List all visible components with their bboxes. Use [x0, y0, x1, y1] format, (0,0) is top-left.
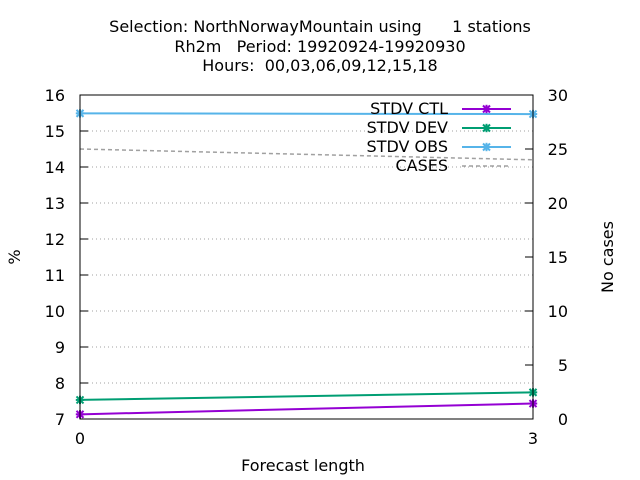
y-tick-label: 12 [45, 230, 65, 249]
x-axis-label: Forecast length [241, 456, 365, 475]
y2-tick-label: 10 [548, 302, 568, 321]
y-tick-label: 11 [45, 266, 65, 285]
y-tick-label: 15 [45, 122, 65, 141]
series-layer [75, 109, 538, 419]
y2-tick-label: 15 [548, 248, 568, 267]
legend-label: CASES [395, 156, 448, 175]
series-line-1 [79, 391, 534, 401]
series-line-3 [79, 148, 534, 161]
y-tick-label: 7 [55, 410, 65, 429]
chart-title-line-1: Selection: NorthNorwayMountain using 1 s… [109, 17, 531, 36]
y2-tick-label: 20 [548, 194, 568, 213]
y2-tick-label: 5 [558, 356, 568, 375]
legend-marker [482, 142, 491, 152]
x-tick-label: 0 [75, 429, 85, 448]
legend-marker [482, 123, 491, 133]
series-line-2 [79, 112, 534, 116]
y2-tick-label: 0 [558, 410, 568, 429]
legend-label: STDV DEV [367, 118, 448, 137]
y2-tick-label: 30 [548, 86, 568, 105]
grid-lines [80, 130, 533, 384]
y-tick-label: 9 [55, 338, 65, 357]
legend-marker [482, 104, 491, 114]
chart-title-line-3: Hours: 00,03,06,09,12,15,18 [202, 56, 438, 75]
series-line-0 [79, 402, 534, 416]
chart-title-line-2: Rh2m Period: 19920924-19920930 [174, 37, 466, 56]
y-tick-label: 14 [45, 158, 65, 177]
legend-label: STDV OBS [367, 137, 448, 156]
y-tick-label: 16 [45, 86, 65, 105]
x-tick-label: 3 [528, 429, 538, 448]
y-axis-label: % [5, 249, 24, 264]
y2-axis-label: No cases [598, 221, 617, 293]
y-tick-label: 10 [45, 302, 65, 321]
plot-border [79, 94, 534, 420]
axis-ticks: 7 8 9 10 11 12 13 14 15 16 0 5 10 15 20 25 30 0 3 [45, 86, 568, 448]
y2-tick-label: 25 [548, 140, 568, 159]
legend-label: STDV CTL [370, 99, 448, 118]
y-tick-label: 13 [45, 194, 65, 213]
y-tick-label: 8 [55, 374, 65, 393]
